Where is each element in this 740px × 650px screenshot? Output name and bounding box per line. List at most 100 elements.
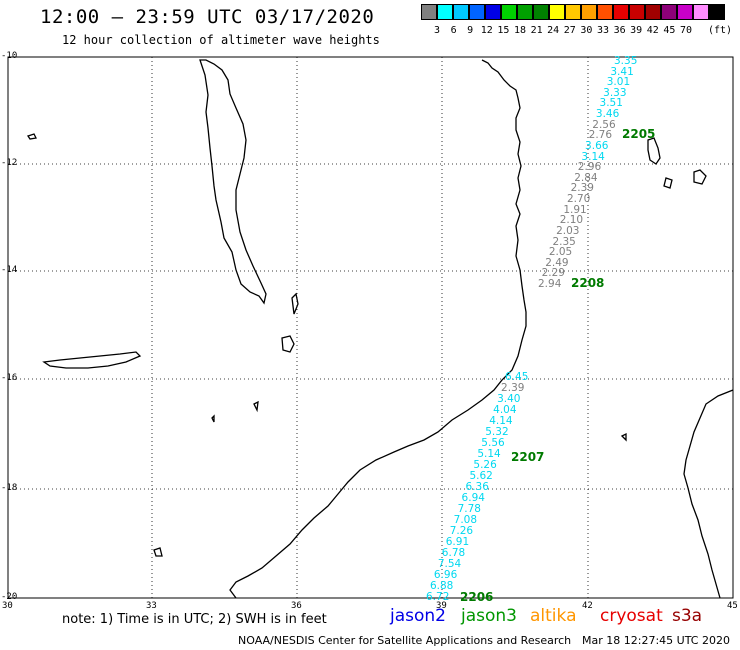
latitude-label: -14 [1,265,18,275]
longitude-label: 39 [436,601,447,611]
wave-height-value: 2.39 [501,382,525,394]
scale-swatch [661,4,677,20]
scale-label: 3 [433,25,441,36]
coastlines [26,59,734,599]
scale-label: 70 [679,25,693,36]
wave-height-value: 3.46 [595,108,620,121]
satellite-legend-jason3: jason3 [461,606,517,626]
wave-height-value: 3.01 [606,76,631,89]
pass-number-label: 2206 [460,590,494,604]
scale-label: 9 [467,25,474,36]
scale-label: 24 [547,25,560,36]
wave-height-value: 5.26 [473,459,497,471]
wave-height-value: 7.26 [449,525,474,537]
wave-height-value: 5.32 [485,426,509,438]
wave-height-value: 3.66 [585,139,609,152]
wave-height-value: 6.78 [441,547,466,559]
satellite-legend-altika: altika [530,606,577,626]
mayotte [693,169,707,185]
wave-height-value: 3.40 [497,393,521,405]
scale-label: 12 [480,25,493,36]
lake-bangweulu [42,351,142,369]
lake-malombe [291,292,299,315]
mozambique-coast [229,59,527,599]
scale-label: 39 [630,25,643,36]
scale-swatch [645,4,661,20]
scale-swatch [453,4,469,20]
lake-chilwa [281,335,295,353]
scale-swatch [693,4,709,20]
comoros-small [663,177,673,189]
latitude-label: -18 [1,483,18,493]
scale-label: 33 [596,25,610,36]
wave-height-value: 3.51 [599,97,623,110]
legend-note: note: 1) Time is in UTC; 2) SWH is in fe… [62,612,327,627]
longitude-label: 45 [727,601,738,611]
wave-height-value: 2.96 [577,161,602,174]
map-title: 12:00 – 23:59 UTC 03/17/2020 [40,6,375,28]
wave-height-value: 7.54 [437,558,462,570]
wave-height-value: 4.04 [493,404,517,416]
wave-height-value: 2.05 [548,246,573,259]
scale-swatch [709,4,725,20]
wave-height-value: 6.91 [445,536,470,548]
longitude-label: 36 [291,601,302,611]
scale-swatch [597,4,613,20]
map-subtitle: 12 hour collection of altimeter wave hei… [62,33,380,47]
scale-swatch [613,4,629,20]
scale-label: 30 [580,25,593,36]
pass-number-label: 2205 [622,127,656,141]
latitude-label: -10 [1,51,18,61]
scale-label: 27 [563,25,576,36]
scale-label: 45 [663,25,676,36]
scale-swatch [469,4,485,20]
small-lake-4 [211,414,215,423]
scale-label: 15 [497,25,510,36]
scale-swatch [581,4,597,20]
wave-height-value: 3.33 [603,86,627,99]
longitude-label: 42 [582,601,593,611]
wave-height-value: 2.49 [545,256,569,269]
footer-credit: NOAA/NESDIS Center for Satellite Applica… [238,634,572,647]
wave-height-value: 6.72 [426,591,450,603]
scale-swatch [533,4,549,20]
scale-swatch [501,4,517,20]
scale-swatch [677,4,693,20]
wave-height-value: 5.56 [481,437,505,449]
pass-number-label: 2208 [571,276,605,290]
satellite-legend-cryosat: cryosat [600,606,663,626]
wave-height-value: 3.41 [610,65,634,78]
small-lake-3 [153,547,163,557]
wave-height-value: 2.56 [592,118,616,131]
wave-height-value: 4.14 [489,415,513,427]
lake-malawi [199,59,267,305]
wave-height-value: 6.36 [465,481,489,493]
scale-swatch [485,4,501,20]
satellite-legend-s3a: s3a [672,606,703,626]
footer-timestamp: Mar 18 12:27:45 UTC 2020 [582,634,730,647]
map-frame [7,56,734,599]
wave-height-value: 3.35 [614,55,638,67]
scale-label: 18 [513,25,527,36]
wave-height-value: 2.76 [588,129,613,142]
latitude-label: -20 [1,592,18,602]
wave-height-value: 2.84 [574,171,598,184]
small-lake-2 [26,133,37,140]
wave-height-value: 2.03 [556,224,580,237]
wave-height-value: 2.10 [559,214,584,227]
wave-height-value: 7.08 [453,514,478,526]
scale-swatch [629,4,645,20]
latitude-label: -16 [1,373,18,383]
wave-height-value: 2.29 [541,267,565,280]
comoros-island [647,137,661,165]
satellite-legend-jason2: jason2 [390,606,446,626]
latitude-label: -12 [1,158,18,168]
wave-height-value: 6.88 [429,580,454,592]
scale-label: 42 [646,25,659,36]
wave-height-value: 1.91 [563,203,587,216]
wave-height-value: 2.94 [538,278,562,290]
pass-number-label: 2207 [511,450,545,464]
madagascar-coast [683,389,734,599]
scale-swatch [565,4,581,20]
